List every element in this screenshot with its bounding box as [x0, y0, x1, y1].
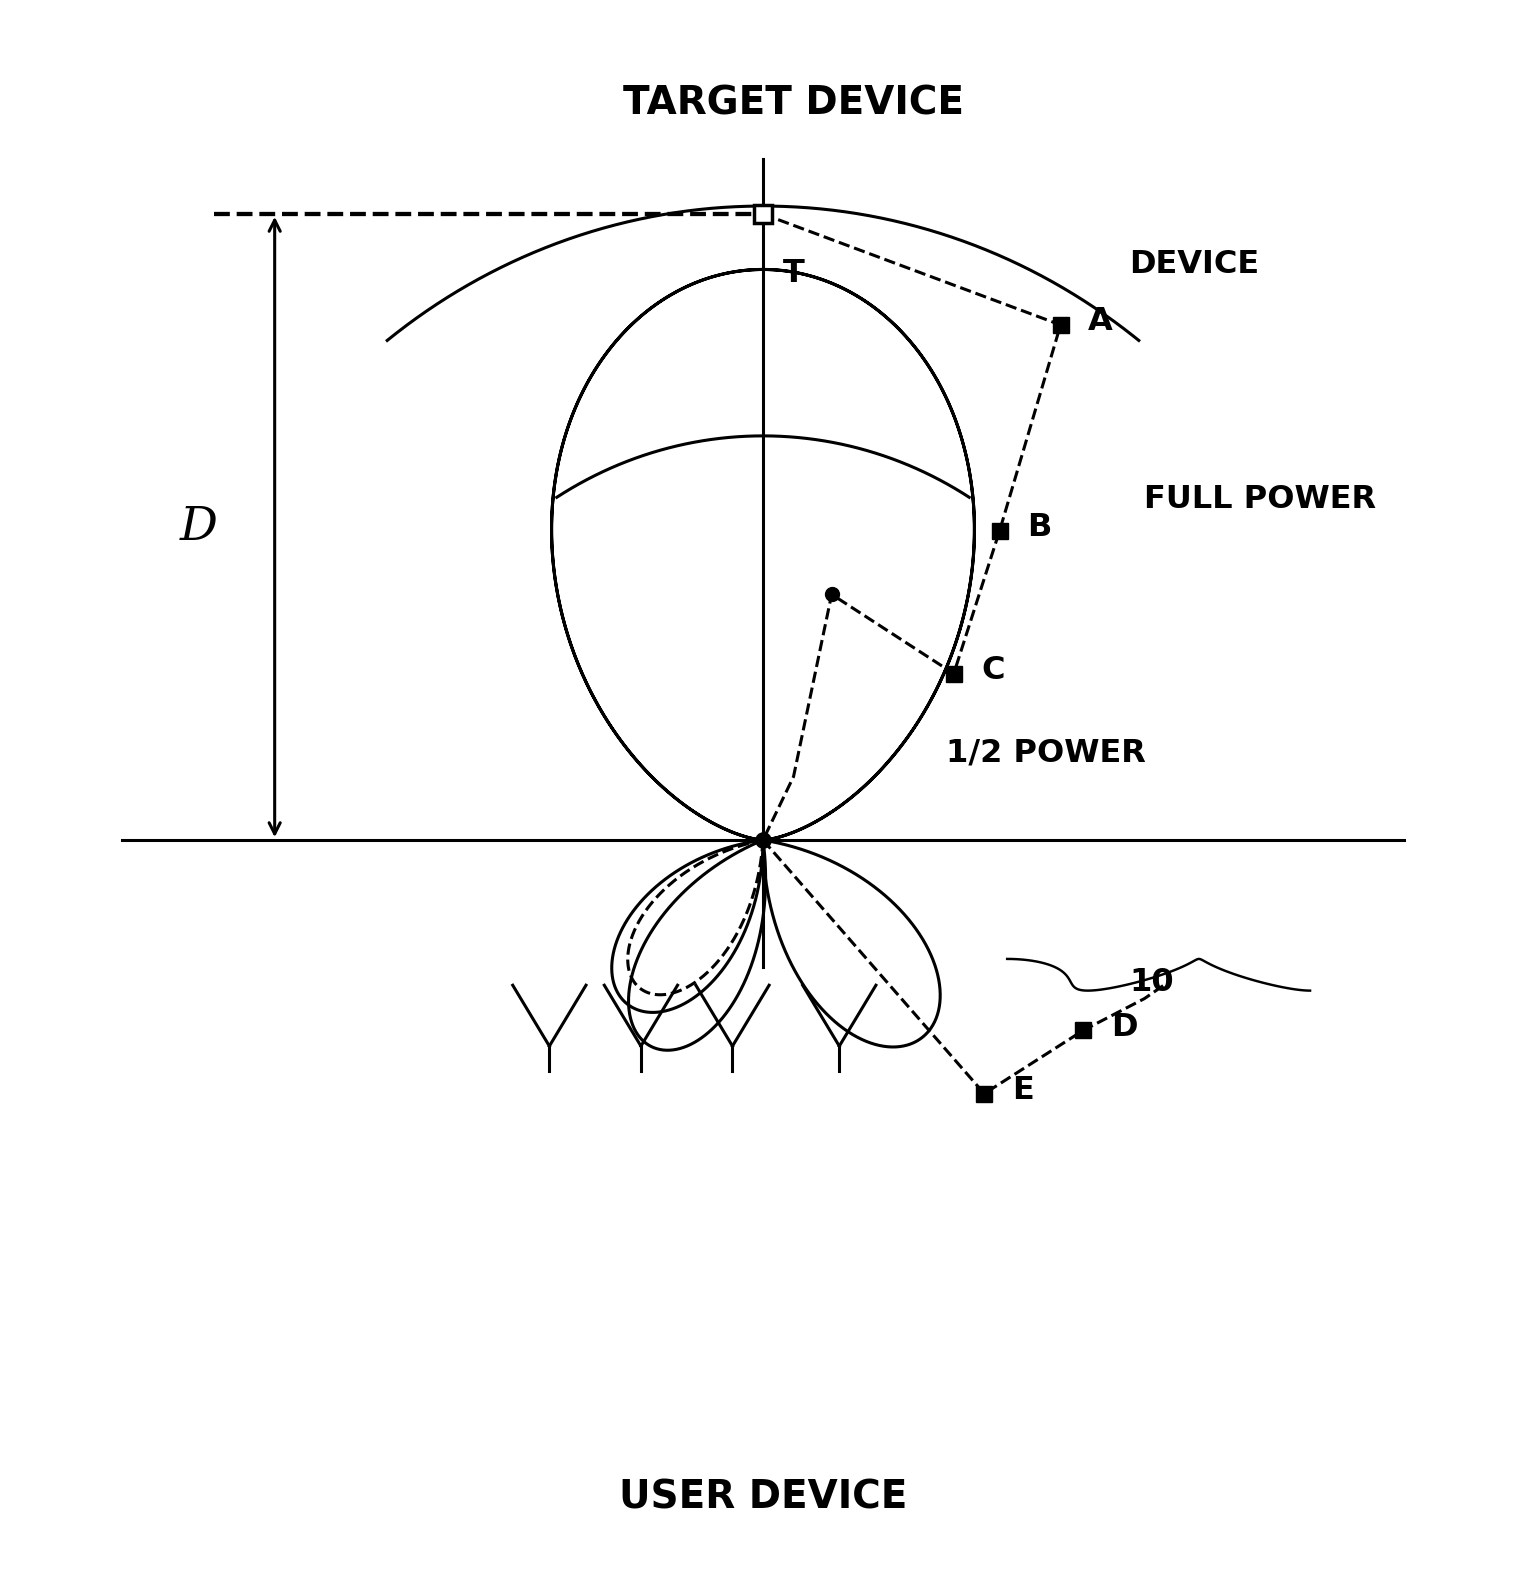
Text: T: T: [783, 258, 804, 290]
Text: USER DEVICE: USER DEVICE: [620, 1479, 906, 1517]
Text: A: A: [1088, 306, 1112, 338]
Text: E: E: [1012, 1075, 1033, 1106]
Text: D: D: [1111, 1011, 1137, 1043]
Text: B: B: [1027, 512, 1051, 544]
Text: C: C: [981, 655, 1004, 686]
Text: DEVICE: DEVICE: [1129, 249, 1259, 281]
Text: TARGET DEVICE: TARGET DEVICE: [623, 84, 964, 122]
Text: 10: 10: [1129, 967, 1173, 999]
Text: D: D: [180, 504, 217, 550]
Text: 1/2 POWER: 1/2 POWER: [946, 737, 1146, 769]
Text: FULL POWER: FULL POWER: [1144, 483, 1376, 515]
